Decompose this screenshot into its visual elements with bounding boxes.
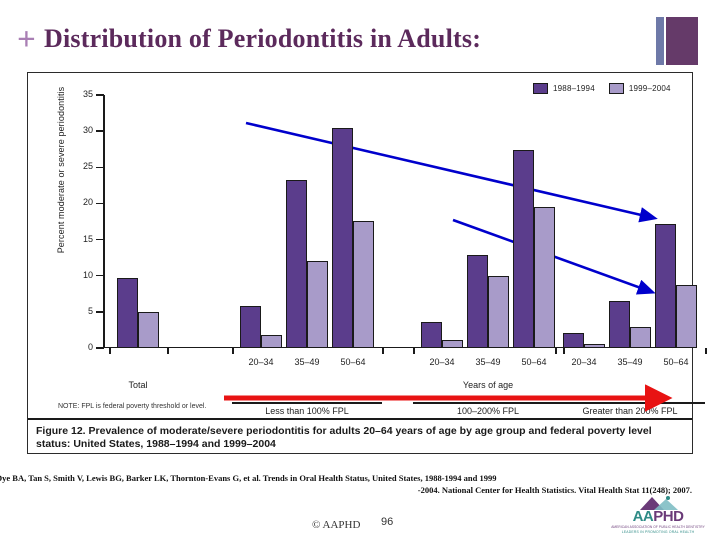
age-group-label: 20–34 <box>248 357 274 367</box>
bar <box>138 311 159 348</box>
bar <box>353 220 374 348</box>
copyright-text: © AAPHD <box>312 519 361 531</box>
age-group-label: 35–49 <box>475 357 501 367</box>
x-tick <box>555 348 557 354</box>
age-group-label: 50–64 <box>663 357 689 367</box>
x-tick <box>705 348 707 354</box>
fpl-group-label: Greater than 200% FPL <box>582 406 678 416</box>
bar <box>421 321 442 348</box>
fpl-group-label: Less than 100% FPL <box>265 406 349 416</box>
bar <box>442 340 463 348</box>
years-of-age-label: Years of age <box>462 380 514 390</box>
bar <box>467 255 488 348</box>
figure-note: NOTE: FPL is federal poverty threshold o… <box>58 403 207 410</box>
y-tick-label: 30 <box>82 125 93 136</box>
citation: Dye BA, Tan S, Smith V, Lewis BG, Barker… <box>0 472 700 497</box>
legend-swatch-1988-1994 <box>533 83 548 94</box>
fpl-group-rule <box>555 402 705 404</box>
y-tick <box>96 94 104 96</box>
y-tick-label: 0 <box>87 342 93 352</box>
citation-line-1: Dye BA, Tan S, Smith V, Lewis BG, Barker… <box>0 473 497 483</box>
legend-label-1988-1994: 1988–1994 <box>553 84 595 93</box>
bar <box>307 260 328 348</box>
bar <box>534 207 555 348</box>
age-group-label: 50–64 <box>340 357 366 367</box>
citation-line-2: -2004. National Center for Health Statis… <box>417 485 692 496</box>
logo-subtitle-2: LEADERS IN PROMOTING ORAL HEALTH <box>621 530 695 534</box>
caption-divider <box>28 418 692 420</box>
bar <box>332 128 353 348</box>
legend-swatch-1999-2004 <box>608 83 624 94</box>
bar <box>655 224 676 348</box>
logo-text-right: PHD <box>653 508 684 525</box>
logo-mountain-icon <box>640 496 678 510</box>
y-tick <box>96 130 104 132</box>
age-group-label: 35–49 <box>617 357 643 367</box>
x-tick <box>109 348 111 354</box>
header-accent-thin-bar <box>656 17 664 65</box>
bar <box>609 301 630 348</box>
bar <box>563 332 584 348</box>
page-title: Distribution of Periodontitis in Adults: <box>44 24 482 53</box>
x-tick <box>563 348 565 354</box>
y-tick-label: 10 <box>82 269 93 280</box>
age-group-label: 20–34 <box>429 357 455 367</box>
age-group-label: 50–64 <box>521 357 547 367</box>
y-tick <box>96 238 104 241</box>
figure-caption: Figure 12. Prevalence of moderate/severe… <box>36 425 652 451</box>
y-tick <box>96 274 104 277</box>
bar <box>240 306 261 348</box>
bar <box>117 277 138 348</box>
bar <box>513 149 534 348</box>
age-group-label: 20–34 <box>571 357 597 367</box>
bar <box>286 179 307 348</box>
legend-label-1999-2004: 1999–2004 <box>628 84 671 93</box>
y-tick <box>96 166 104 169</box>
y-tick-label: 20 <box>82 197 93 208</box>
x-tick <box>413 348 415 354</box>
page-number: 96 <box>381 516 394 528</box>
bar <box>488 275 509 348</box>
y-tick-label: 35 <box>82 89 93 99</box>
y-axis-line <box>103 95 105 348</box>
header-accent-block <box>666 17 698 65</box>
age-group-label: 35–49 <box>294 357 320 367</box>
fpl-group-label: 100–200% FPL <box>456 406 520 416</box>
legend-item-1988-1994: 1988–1994 <box>533 83 595 94</box>
plus-icon: + <box>17 22 36 58</box>
slide-header: + Distribution of Periodontitis in Adult… <box>0 0 720 65</box>
plot-area: 0 5 10 15 20 25 30 35 <box>83 89 707 354</box>
fpl-group-rule <box>413 402 563 404</box>
logo-wordmark: AAPHD <box>610 509 706 524</box>
y-tick-label: 25 <box>82 161 93 172</box>
y-tick <box>96 202 104 205</box>
logo-text-left: AA <box>632 508 654 525</box>
bar <box>630 327 651 348</box>
x-tick <box>167 348 169 354</box>
figure-panel: 1988–1994 1999–2004 Percent moderate or … <box>27 72 707 454</box>
chart-legend: 1988–1994 1999–2004 <box>533 83 671 94</box>
y-tick-label: 5 <box>87 305 93 316</box>
legend-item-1999-2004: 1999–2004 <box>608 83 671 94</box>
x-tick <box>232 348 234 354</box>
bar <box>261 335 282 348</box>
y-tick <box>96 311 104 313</box>
x-axis-line <box>103 346 678 348</box>
bar <box>584 344 605 348</box>
bar <box>676 285 697 348</box>
logo-subtitle-1: AMERICAN ASSOCIATION OF PUBLIC HEALTH DE… <box>611 525 705 529</box>
y-tick-label: 15 <box>82 233 93 244</box>
aaphd-logo: AAPHD AMERICAN ASSOCIATION OF PUBLIC HEA… <box>610 495 706 537</box>
total-label: Total <box>128 380 148 390</box>
fpl-group-rule <box>232 402 382 404</box>
x-tick <box>382 348 384 354</box>
y-tick <box>96 347 104 349</box>
